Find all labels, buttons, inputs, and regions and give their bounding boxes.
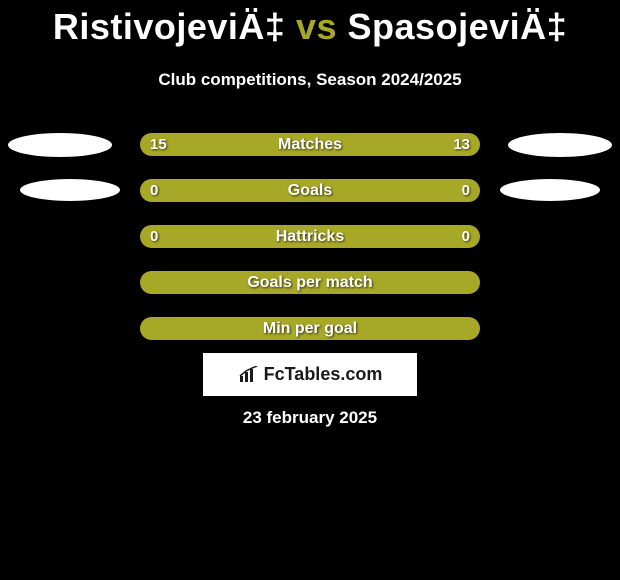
comparison-title: RistivojeviÄ‡ vs SpasojeviÄ‡ xyxy=(0,0,620,48)
vs-text: vs xyxy=(296,6,337,47)
stat-row: 15 13 Matches xyxy=(0,130,620,176)
stat-label: Goals xyxy=(140,179,480,202)
date-text: 23 february 2025 xyxy=(0,408,620,428)
stat-row: 0 0 Goals xyxy=(0,176,620,222)
stat-label: Matches xyxy=(140,133,480,156)
watermark[interactable]: FcTables.com xyxy=(203,353,417,396)
stat-row: Goals per match xyxy=(0,268,620,314)
player-right-name: SpasojeviÄ‡ xyxy=(348,6,568,47)
stat-row: 0 0 Hattricks xyxy=(0,222,620,268)
stat-label: Goals per match xyxy=(140,271,480,294)
stat-label: Hattricks xyxy=(140,225,480,248)
watermark-text: FcTables.com xyxy=(264,364,383,385)
stat-label: Min per goal xyxy=(140,317,480,340)
chart-icon xyxy=(238,366,260,384)
subtitle: Club competitions, Season 2024/2025 xyxy=(0,70,620,90)
player-left-name: RistivojeviÄ‡ xyxy=(53,6,286,47)
stat-rows: 15 13 Matches 0 0 Goals 0 0 Hattricks Go… xyxy=(0,130,620,360)
